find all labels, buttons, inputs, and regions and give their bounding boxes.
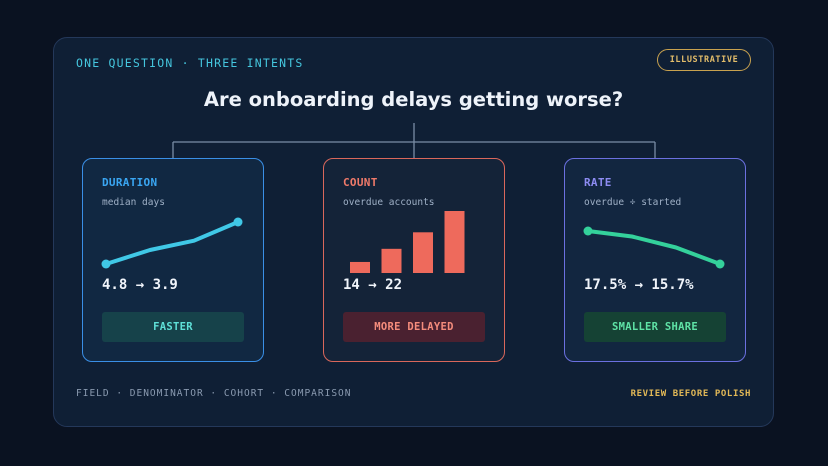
duration-start-point (101, 259, 111, 269)
duration-trend-line (104, 220, 240, 266)
rate-trend-line (586, 229, 722, 266)
rate-trend-chart (583, 226, 725, 269)
question-title: Are onboarding delays getting worse? (203, 88, 624, 111)
count-bar-4 (444, 211, 465, 273)
rate-start-point (583, 226, 593, 236)
card-subtitle: overdue ÷ started (584, 197, 682, 208)
footer-review-note: REVIEW BEFORE POLISH (630, 389, 751, 399)
count-bar-3 (413, 232, 433, 273)
card-count: COUNT overdue accounts 14 → 22 MORE DELA… (323, 158, 505, 362)
card-value: 14 → 22 (343, 277, 403, 293)
card-value: 17.5% → 15.7% (584, 277, 694, 293)
verdict-pill: FASTER (102, 312, 244, 342)
verdict-pill: SMALLER SHARE (584, 312, 726, 342)
card-value: 4.8 → 3.9 (102, 277, 178, 293)
card-duration: DURATION median days 4.8 → 3.9 FASTER (82, 158, 264, 362)
count-bar-1 (350, 261, 370, 273)
connector-lines (172, 123, 656, 159)
main-panel: ONE QUESTION · THREE INTENTS ILLUSTRATIV… (53, 37, 774, 427)
card-title: DURATION (102, 176, 158, 189)
card-subtitle: overdue accounts (343, 197, 435, 208)
card-subtitle: median days (102, 197, 165, 208)
footer-checklist: FIELD · DENOMINATOR · COHORT · COMPARISO… (76, 388, 352, 399)
count-bar-chart (350, 211, 465, 273)
illustrative-badge: ILLUSTRATIVE (657, 49, 751, 71)
card-title: COUNT (343, 176, 378, 189)
verdict-pill: MORE DELAYED (343, 312, 485, 342)
rate-end-point (715, 259, 725, 269)
count-bar-2 (381, 248, 402, 273)
card-title: RATE (584, 176, 612, 189)
eyebrow-label: ONE QUESTION · THREE INTENTS (76, 56, 304, 70)
card-rate: RATE overdue ÷ started 17.5% → 15.7% SMA… (564, 158, 746, 362)
duration-end-point (233, 217, 243, 227)
duration-trend-chart (101, 217, 243, 269)
